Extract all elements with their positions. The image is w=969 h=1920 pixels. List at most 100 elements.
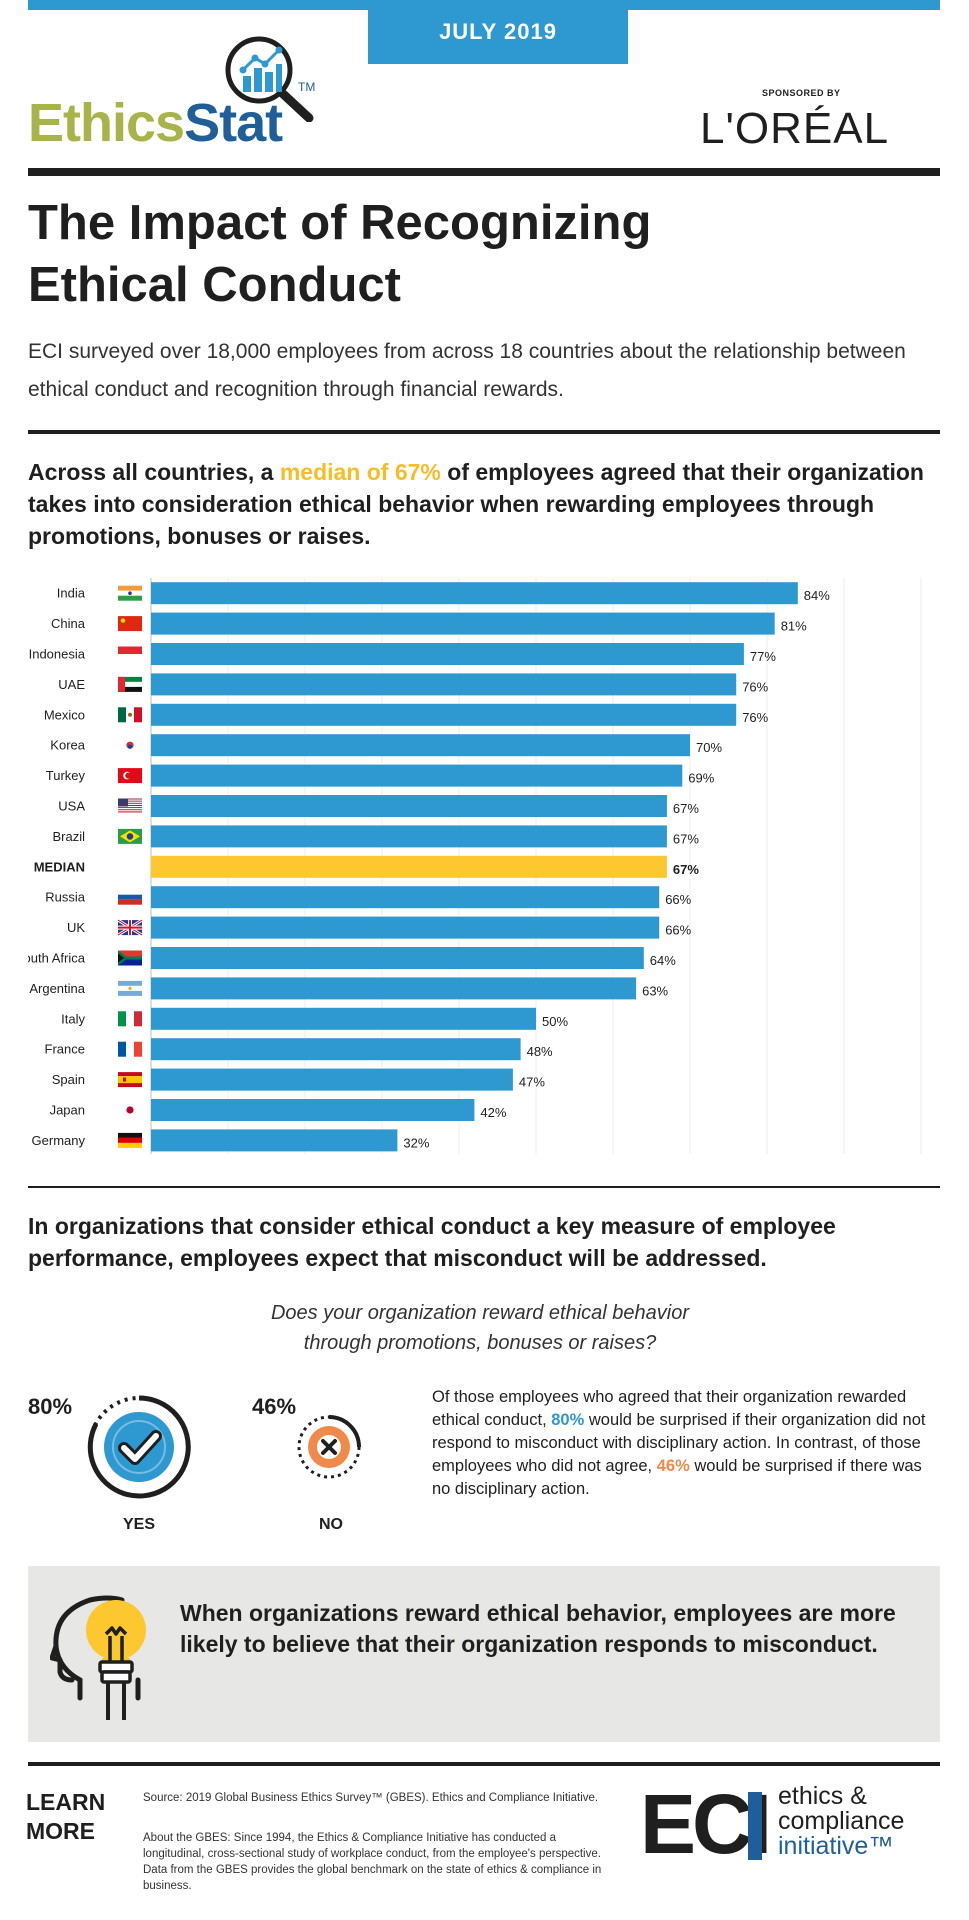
bar-france xyxy=(151,1038,521,1061)
para-part-3: would be surprised if their organization… xyxy=(432,1411,926,1475)
category-label: France xyxy=(45,1042,85,1057)
flag-indonesia-icon xyxy=(118,646,142,662)
value-label: 76% xyxy=(742,679,768,694)
flag-brazil-icon xyxy=(118,828,142,844)
value-label: 66% xyxy=(665,923,691,938)
flag-uae-icon xyxy=(118,676,142,692)
lead-highlight: median of 67% xyxy=(279,459,441,485)
category-label: USA xyxy=(58,799,85,814)
header-divider xyxy=(28,168,940,176)
bar-china xyxy=(151,612,775,635)
flag-germany-icon xyxy=(118,1132,142,1148)
footer-divider xyxy=(28,1762,940,1766)
category-label: Turkey xyxy=(46,768,86,783)
category-label: India xyxy=(57,586,86,601)
section2-lead: In organizations that consider ethical c… xyxy=(28,1213,836,1271)
magnifier-chart-icon xyxy=(225,36,314,122)
flag-india-icon xyxy=(118,585,142,601)
no-x-icon xyxy=(297,1415,361,1479)
head-lightbulb-icon xyxy=(50,1595,146,1720)
source-note: Source: 2019 Global Business Ethics Surv… xyxy=(143,1792,599,1804)
section2-paragraph: Of those employees who agreed that their… xyxy=(432,1386,932,1501)
eci-logo-bar xyxy=(748,1792,762,1860)
value-label: 63% xyxy=(642,983,668,998)
no-percent: 46% xyxy=(252,1394,297,1419)
chart-lead-text: Across all countries, a median of 67% of… xyxy=(28,456,928,552)
logo-stat: Stat xyxy=(184,93,283,153)
title-line-2: Ethical Conduct xyxy=(28,258,401,312)
bar-usa xyxy=(151,795,667,817)
about-gbes-note: About the GBES: Since 1994, the Ethics &… xyxy=(143,1832,602,1892)
flag-spain-icon xyxy=(118,1072,142,1088)
value-label: 64% xyxy=(650,953,676,968)
category-label: UK xyxy=(67,920,85,935)
flag-turkey-icon xyxy=(118,768,142,784)
bar-germany xyxy=(151,1129,398,1152)
sponsored-by-label: SPONSORED BY xyxy=(762,88,841,98)
category-label: Russia xyxy=(45,890,86,905)
para-part-1: Of those employees who agreed that their… xyxy=(432,1388,907,1429)
category-label: Japan xyxy=(50,1103,85,1118)
eci-line-2: compliance xyxy=(778,1807,905,1835)
bar-brazil xyxy=(151,825,667,848)
ethicsstat-logo: EthicsStat xyxy=(28,92,283,154)
value-label: 50% xyxy=(542,1014,568,1029)
eci-line-3: initiative™ xyxy=(778,1832,894,1860)
category-label: Argentina xyxy=(29,981,85,996)
learn-more-heading: LEARN MORE xyxy=(26,1788,105,1846)
category-label: Germany xyxy=(32,1133,86,1148)
value-label: 67% xyxy=(673,862,699,877)
sponsor-logo: L'ORÉAL xyxy=(700,104,890,153)
category-label: Mexico xyxy=(44,707,85,722)
category-label: South Africa xyxy=(28,951,86,966)
value-label: 76% xyxy=(742,710,768,725)
flag-argentina-icon xyxy=(118,980,142,996)
yes-label: YES xyxy=(123,1516,156,1533)
para-no-pct: 46% xyxy=(656,1457,690,1475)
title-line-1: The Impact of Recognizing xyxy=(28,196,652,250)
bar-uk xyxy=(151,916,660,939)
page-title: The Impact of Recognizing Ethical Conduc… xyxy=(28,192,928,316)
value-label: 67% xyxy=(673,801,699,816)
learn-text: LEARN xyxy=(26,1789,106,1815)
value-label: 67% xyxy=(673,831,699,846)
bar-uae xyxy=(151,673,737,696)
section-divider xyxy=(28,430,940,434)
value-label: 32% xyxy=(403,1135,429,1150)
value-label: 70% xyxy=(696,740,722,755)
value-label: 66% xyxy=(665,892,691,907)
lead-after: of employees agreed that their organizat… xyxy=(28,459,924,549)
bar-japan xyxy=(151,1099,475,1121)
flag-italy-icon xyxy=(118,1011,142,1027)
bar-turkey xyxy=(151,764,683,787)
question-line-1: Does your organization reward ethical be… xyxy=(270,1302,689,1324)
bar-india xyxy=(151,582,798,605)
chart-divider xyxy=(28,1186,940,1188)
lead-before: Across all countries, a xyxy=(28,459,280,485)
bar-korea xyxy=(151,734,690,757)
flag-uk-icon xyxy=(117,918,143,937)
date-text: JULY 2019 xyxy=(439,19,557,44)
flag-usa-icon xyxy=(118,798,142,814)
category-label: Korea xyxy=(50,738,85,753)
bar-italy xyxy=(151,1007,536,1030)
survey-question: Does your organization reward ethical be… xyxy=(200,1298,760,1358)
value-label: 48% xyxy=(527,1044,553,1059)
bar-russia xyxy=(151,886,660,909)
bar-median xyxy=(151,855,667,878)
flag-korea-icon xyxy=(118,737,142,753)
bar-spain xyxy=(151,1068,513,1091)
flag-china-icon xyxy=(118,616,142,632)
more-text: MORE xyxy=(26,1818,95,1844)
yes-percent: 80% xyxy=(28,1394,73,1419)
eci-line-1: ethics & xyxy=(778,1782,867,1810)
category-label: China xyxy=(51,616,86,631)
category-label: UAE xyxy=(58,677,85,692)
flag-south-africa-icon xyxy=(118,950,142,966)
value-label: 77% xyxy=(750,649,776,664)
logo-ethics: Ethics xyxy=(28,93,185,153)
country-bar-chart: India 84% China 81% Indonesia 77% UAE 76% Mexico… xyxy=(28,578,922,1154)
bar-south-africa xyxy=(151,947,644,969)
flag-france-icon xyxy=(118,1041,142,1057)
bar-argentina xyxy=(151,977,637,1000)
